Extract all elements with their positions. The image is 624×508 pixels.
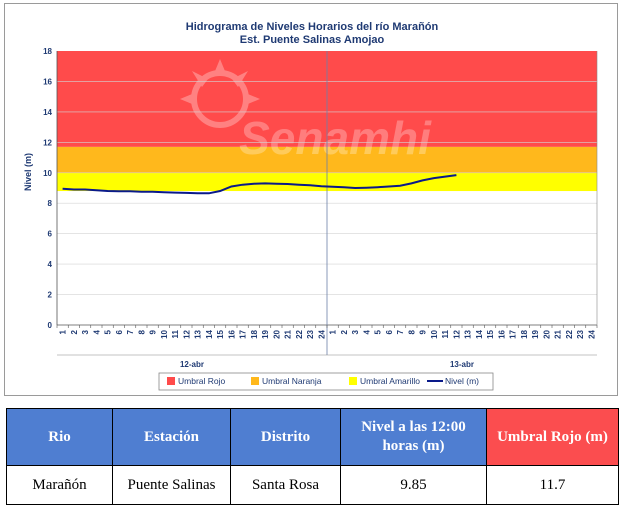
x-tick-label-5: 6 [115, 329, 124, 334]
legend-box [158, 372, 494, 391]
header-estacion: Estación [112, 408, 231, 466]
legend-label-3: Nivel (m) [445, 376, 479, 386]
hydrograph-svg: Hidrograma de Niveles Horarios del río M… [23, 21, 598, 391]
hydrograph-chart: Hidrograma de Niveles Horarios del río M… [4, 3, 618, 396]
x-tick-label-11: 12 [182, 329, 191, 338]
x-tick-label-19: 20 [272, 329, 281, 338]
x-tick-label-9: 10 [160, 329, 169, 338]
x-tick-label-13: 14 [205, 329, 214, 338]
plot-axes [56, 51, 598, 356]
watermark: Senamhi [180, 59, 432, 164]
y-tick-label-8: 16 [43, 77, 52, 86]
x-tick-label-43: 20 [542, 329, 551, 338]
x-tick-label-41: 18 [520, 329, 529, 338]
x-tick-label-0: 1 [59, 329, 68, 334]
header-rio: Rio [6, 408, 113, 466]
x-tick-label-4: 5 [104, 329, 113, 334]
y-tick-labels: 0 2 4 6 8 10 12 14 16 18 [43, 47, 52, 330]
x-tick-label-47: 24 [587, 329, 596, 338]
day-labels: 12-abr 13-abr [180, 360, 474, 369]
legend-label-0: Umbral Rojo [178, 376, 226, 386]
x-tick-label-3: 4 [92, 329, 101, 334]
legend-swatch-2 [349, 377, 357, 385]
header-nivel: Nivel a las 12:00 horas (m) [340, 408, 487, 466]
x-tick-label-28: 5 [374, 329, 383, 334]
x-tick-label-22: 23 [306, 329, 315, 338]
header-distrito: Distrito [230, 408, 341, 466]
watermark-text: Senamhi [239, 112, 432, 164]
header-umbral-rojo: Umbral Rojo (m) [486, 408, 619, 466]
x-tick-label-14: 15 [216, 329, 225, 338]
y-tick-label-1: 2 [48, 291, 53, 300]
y-tick-label-9: 18 [43, 47, 52, 56]
x-tick-label-12: 13 [194, 329, 203, 338]
x-tick-label-25: 2 [340, 329, 349, 334]
chart-subtitle: Est. Puente Salinas Amojao [240, 34, 385, 46]
x-tick-label-15: 16 [227, 329, 236, 338]
x-tick-label-7: 8 [137, 329, 146, 334]
chart-legend: Umbral Rojo Umbral Naranja Umbral Amarillo… [158, 372, 494, 391]
series-line-nivel [62, 174, 457, 195]
legend-swatch-0 [167, 377, 175, 385]
x-tick-label-35: 12 [452, 329, 461, 338]
x-tick-label-1: 2 [70, 329, 79, 334]
x-tick-label-17: 18 [250, 329, 259, 338]
x-tick-label-31: 8 [407, 329, 416, 334]
x-tick-label-23: 24 [317, 329, 326, 338]
y-tick-label-2: 4 [48, 260, 53, 269]
legend-label-2: Umbral Amarillo [360, 376, 420, 386]
x-tick-label-37: 14 [475, 329, 484, 338]
y-tick-label-6: 12 [43, 138, 52, 147]
y-tick-label-4: 8 [48, 199, 53, 208]
y-tick-label-7: 14 [43, 108, 52, 117]
x-tick-label-44: 21 [554, 329, 563, 338]
x-tick-labels: 1 2 3 4 5 6 7 8 9 10 11 12 13 14 15 16 17 18 19 20 21 22 23 24 1… [59, 329, 597, 338]
x-tick-label-36: 13 [464, 329, 473, 338]
x-tick-label-27: 4 [362, 329, 371, 334]
y-axis-label: Nivel (m) [23, 153, 33, 191]
legend-swatch-1 [251, 377, 259, 385]
x-tick-label-20: 21 [284, 329, 293, 338]
x-tick-label-24: 1 [329, 329, 338, 334]
x-tick-label-33: 10 [430, 329, 439, 338]
day-label-0: 12-abr [180, 360, 204, 369]
x-tick-label-21: 22 [295, 329, 304, 338]
y-tick-label-3: 6 [48, 230, 53, 239]
y-tick-label-5: 10 [43, 169, 52, 178]
x-tick-label-6: 7 [126, 329, 135, 334]
sun-logo-icon [180, 59, 260, 128]
cell-estacion: Puente Salinas [112, 465, 231, 505]
x-tick-label-8: 9 [149, 329, 158, 334]
cell-umbral-rojo: 11.7 [486, 465, 619, 505]
x-tick-label-38: 15 [486, 329, 495, 338]
cell-distrito: Santa Rosa [230, 465, 341, 505]
x-tick-label-29: 6 [385, 329, 394, 334]
x-tick-label-16: 17 [239, 329, 248, 338]
station-info-table: Rio Estación Distrito Nivel a las 12:00 … [6, 408, 619, 505]
y-tick-label-0: 0 [48, 321, 53, 330]
x-tick-label-45: 22 [565, 329, 574, 338]
x-tick-label-46: 23 [576, 329, 585, 338]
chart-title: Hidrograma de Niveles Horarios del río M… [186, 21, 439, 33]
x-tick-label-39: 16 [497, 329, 506, 338]
day-label-1: 13-abr [450, 360, 474, 369]
legend-label-1: Umbral Naranja [262, 376, 322, 386]
x-tick-label-18: 19 [261, 329, 270, 338]
x-tick-label-32: 9 [419, 329, 428, 334]
table-header-row: Rio Estación Distrito Nivel a las 12:00 … [6, 408, 619, 466]
x-tick-label-42: 19 [531, 329, 540, 338]
x-tick-label-2: 3 [81, 329, 90, 334]
x-tick-label-10: 11 [171, 329, 180, 338]
x-tick-label-30: 7 [396, 329, 405, 334]
cell-nivel: 9.85 [340, 465, 487, 505]
x-tick-label-40: 17 [509, 329, 518, 338]
x-tick-label-34: 11 [441, 329, 450, 338]
table-row: Marañón Puente Salinas Santa Rosa 9.85 1… [6, 465, 619, 505]
x-tick-label-26: 3 [351, 329, 360, 334]
cell-rio: Marañón [6, 465, 113, 505]
